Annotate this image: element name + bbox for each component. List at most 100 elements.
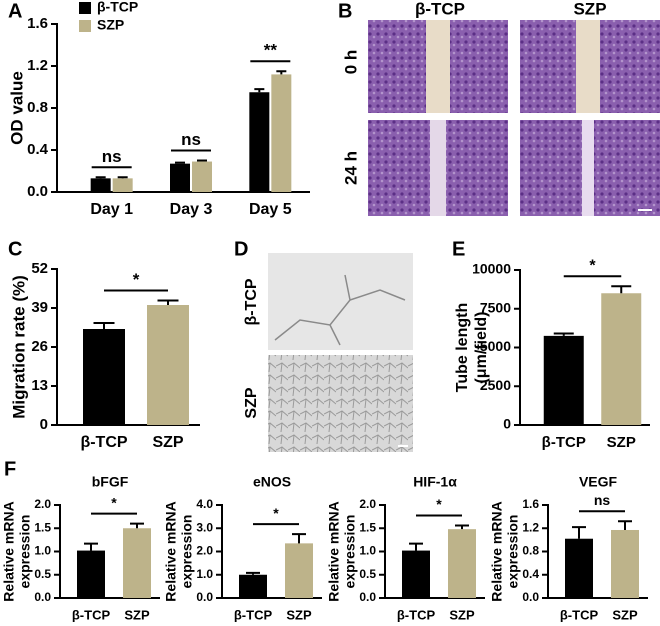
y-tick-label: 3.0 [196,520,213,534]
legend-label: β-TCP [97,0,138,15]
chart-title: eNOS [253,474,291,490]
bar [147,305,189,425]
bar [112,178,133,192]
column-label: β-TCP [415,0,465,18]
y-axis-label: expression [342,515,358,589]
error-bar [572,526,586,539]
error-bar [254,88,265,93]
scratch-gap [576,20,600,113]
x-tick-label: SZP [607,434,636,451]
scratch-gap [430,120,446,216]
error-bar [93,322,115,329]
bar [90,178,111,192]
y-tick-label: 1.5 [359,520,376,534]
scratch-gap [582,120,594,216]
significance-label: * [133,270,140,289]
error-bar [409,542,423,551]
y-axis-label: Migration rate (%) [9,275,28,419]
micrograph [268,253,413,350]
y-tick-label: 0.0 [196,590,213,604]
bar [285,543,313,598]
y-tick-label: 10000 [472,261,511,277]
error-bar [618,520,632,530]
y-tick-label: 1.5 [34,520,51,534]
bar [123,528,151,598]
y-axis-label: expression [505,515,521,589]
x-tick-label: β-TCP [560,607,599,622]
significance-label: * [111,494,117,510]
error-bar [157,299,179,305]
chart-title: HIF-1α [413,474,457,490]
error-bar [84,542,98,551]
bar [543,335,584,425]
x-tick-label: β-TCP [397,607,436,622]
row-label: SZP [243,387,260,418]
y-tick-label: 7500 [480,299,511,315]
error-bar [95,176,106,179]
bar [402,550,430,598]
x-tick-label: SZP [124,607,150,622]
bar [170,163,190,192]
micrograph [268,355,413,452]
x-tick-label: Day 3 [170,201,213,218]
bar [192,161,212,192]
y-tick-label: 1.0 [359,544,376,558]
error-bar [455,524,469,530]
error-bar [611,285,632,294]
x-tick-label: SZP [612,607,638,622]
y-tick-label: 0.4 [27,141,49,158]
y-axis-label: Relative mRNA [1,501,17,601]
y-tick-label: 26 [31,338,48,355]
bar [83,329,125,425]
bar [271,74,292,192]
y-tick-label: 0.0 [34,590,51,604]
y-tick-label: 0.0 [359,590,376,604]
y-tick-label: 1.0 [196,567,213,581]
scratch-gap [426,20,450,113]
row-label: β-TCP [243,278,260,325]
panel-letter: B [338,0,352,22]
error-bar [553,332,574,336]
y-axis-label: OD value [7,71,26,145]
x-tick-label: β-TCP [234,607,273,622]
y-tick-label: 2.0 [359,497,376,511]
y-tick-label: 2.0 [34,497,51,511]
legend-swatch [79,2,91,14]
panel-letter: D [234,238,248,260]
y-tick-label: 0.4 [522,567,539,581]
significance-label: ns [181,130,201,149]
x-tick-label: SZP [286,607,312,622]
y-axis-label: expression [17,515,33,589]
error-bar [130,522,144,529]
y-tick-label: 0 [503,416,511,432]
row-label: 0 h [341,50,360,75]
x-tick-label: Day 1 [90,201,133,218]
y-tick-label: 39 [31,299,48,316]
y-tick-label: 0.0 [27,183,48,200]
x-tick-label: β-TCP [80,434,127,451]
y-tick-label: 1.0 [34,544,51,558]
significance-label: * [436,496,442,512]
y-tick-label: 2.0 [196,544,213,558]
y-axis-label: expression [179,515,195,589]
y-tick-label: 0.8 [522,544,539,558]
panel-letter: A [8,0,22,22]
error-bar [292,533,306,544]
y-axis-label: Relative mRNA [326,501,342,601]
y-tick-label: 1.2 [522,520,539,534]
bar [239,574,267,598]
y-tick-label: 0.8 [27,99,48,116]
significance-label: ns [102,147,122,166]
error-bar [246,571,260,575]
significance-label: * [589,257,596,274]
y-tick-label: 0.0 [522,590,539,604]
y-axis-label: Relative mRNA [163,501,179,601]
y-axis-label: Relative mRNA [489,501,505,601]
significance-label: * [273,505,279,521]
legend-label: SZP [97,17,124,33]
bar [565,538,593,598]
chart-title: VEGF [579,474,618,490]
bar [611,529,639,598]
x-tick-label: SZP [152,434,183,451]
